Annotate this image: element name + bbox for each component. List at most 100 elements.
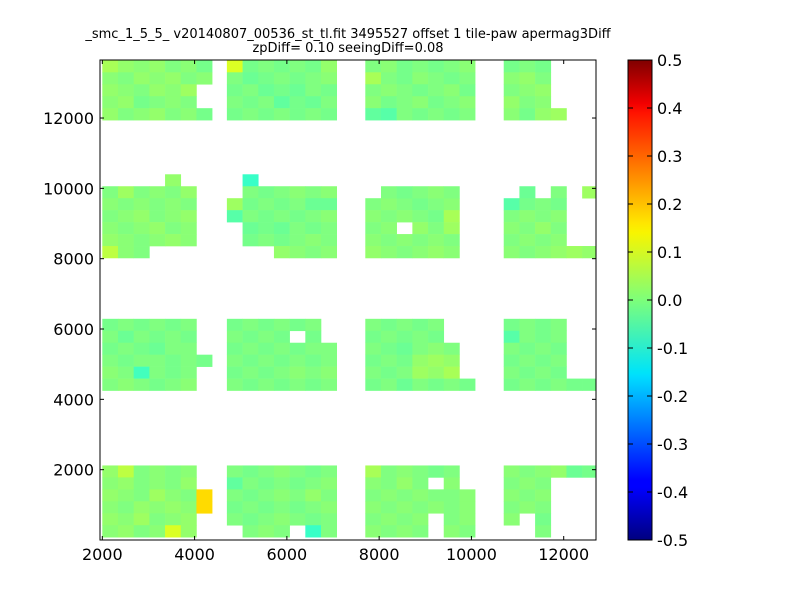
heatmap-cell [412,489,429,502]
heatmap-cell [133,354,150,367]
heatmap-cell [396,525,413,538]
heatmap-cell [459,60,476,73]
heatmap-cell [165,174,182,187]
heatmap-cell [273,330,290,344]
heatmap-cell [226,72,243,85]
heatmap-cell [412,366,429,379]
heatmap-cell [428,72,445,85]
heatmap-cell [133,513,150,526]
heatmap-cell [443,72,460,85]
x-axis: 2000 4000 6000 8000 10000 12000 [82,60,589,564]
heatmap-cell [258,186,275,199]
colorbar-tick-label: 0.0 [657,291,682,310]
heatmap-cell [519,318,536,332]
heatmap-cell [443,501,460,514]
heatmap-cell [149,525,166,538]
heatmap-cell [102,60,119,73]
heatmap-cell [380,489,397,502]
heatmap-cell [365,84,382,97]
heatmap-cell [412,465,429,478]
heatmap-cell [180,378,197,391]
heatmap-cell [273,60,290,73]
heatmap-cell [412,108,429,121]
heatmap-cell [535,210,552,223]
heatmap-cell [289,246,306,259]
heatmap-cell [149,186,166,199]
heatmap-cell [321,246,337,259]
heatmap-cell [273,84,290,97]
heatmap-cell [133,525,150,538]
heatmap-cell [443,342,460,355]
heatmap-cell [503,489,520,502]
heatmap-cell [305,477,322,490]
heatmap-cell [289,60,306,73]
heatmap-cell [503,318,520,332]
heatmap-cell [443,489,460,502]
heatmap-cell [321,501,337,514]
heatmap-cell [289,222,306,235]
heatmap-cell [226,198,243,211]
colorbar-tick-label: -0.2 [657,387,688,406]
heatmap-cell [365,108,382,121]
heatmap-cell [102,318,119,332]
heatmap-cell [258,96,275,109]
heatmap-cell [412,198,429,211]
y-tick-label: 4000 [53,390,94,409]
heatmap-cell [321,342,337,355]
heatmap-cell [582,465,596,478]
heatmap-cell [133,108,150,121]
heatmap-cell [519,210,536,223]
heatmap-cell [380,525,397,538]
heatmap-cell [133,72,150,85]
heatmap-cell [459,525,476,538]
heatmap-cell [365,198,382,211]
heatmap-cell [519,96,536,109]
heatmap-cell [289,210,306,223]
heatmap-cell [133,465,150,478]
heatmap-cell [519,222,536,235]
heatmap-cell [412,477,429,490]
heatmap-cell [226,477,243,490]
heatmap-cell [503,366,520,379]
heatmap-cell [289,186,306,199]
heatmap-cell [305,72,322,85]
heatmap-cell [519,186,536,199]
heatmap-cell [149,477,166,490]
heatmap-cell [443,222,460,235]
heatmap-cell [535,342,552,355]
heatmap-cell [180,108,197,121]
heatmap-cell [550,378,567,391]
heatmap-cell [566,246,583,259]
heatmap-cell [258,234,275,247]
heatmap-cell [273,378,290,391]
heatmap-cell [102,465,119,478]
heatmap-cell [289,489,306,502]
heatmap-cell [428,465,445,478]
heatmap-cell [412,501,429,514]
heatmap-cell [165,108,182,121]
heatmap-cell [180,354,197,367]
heatmap-cell [117,108,134,121]
heatmap-cell [380,378,397,391]
x-tick-label: 2000 [82,545,123,564]
heatmap-cell [443,354,460,367]
heatmap-cell [242,330,259,344]
heatmap-cell [321,96,337,109]
heatmap-cell [443,525,460,538]
heatmap-cell [412,354,429,367]
heatmap-cell [273,96,290,109]
heatmap-cell [196,72,213,85]
heatmap-cell [535,234,552,247]
heatmap-cell [321,354,337,367]
heatmap-cell [273,318,290,332]
heatmap-cell [396,84,413,97]
heatmap-cell [165,60,182,73]
heatmap-cell [149,378,166,391]
heatmap-cell [196,108,213,121]
heatmap-cell [550,354,567,367]
heatmap-cell [196,501,213,514]
heatmap-cell [102,198,119,211]
heatmap-cell [305,186,322,199]
heatmap-cell [519,477,536,490]
heatmap-cell [380,234,397,247]
